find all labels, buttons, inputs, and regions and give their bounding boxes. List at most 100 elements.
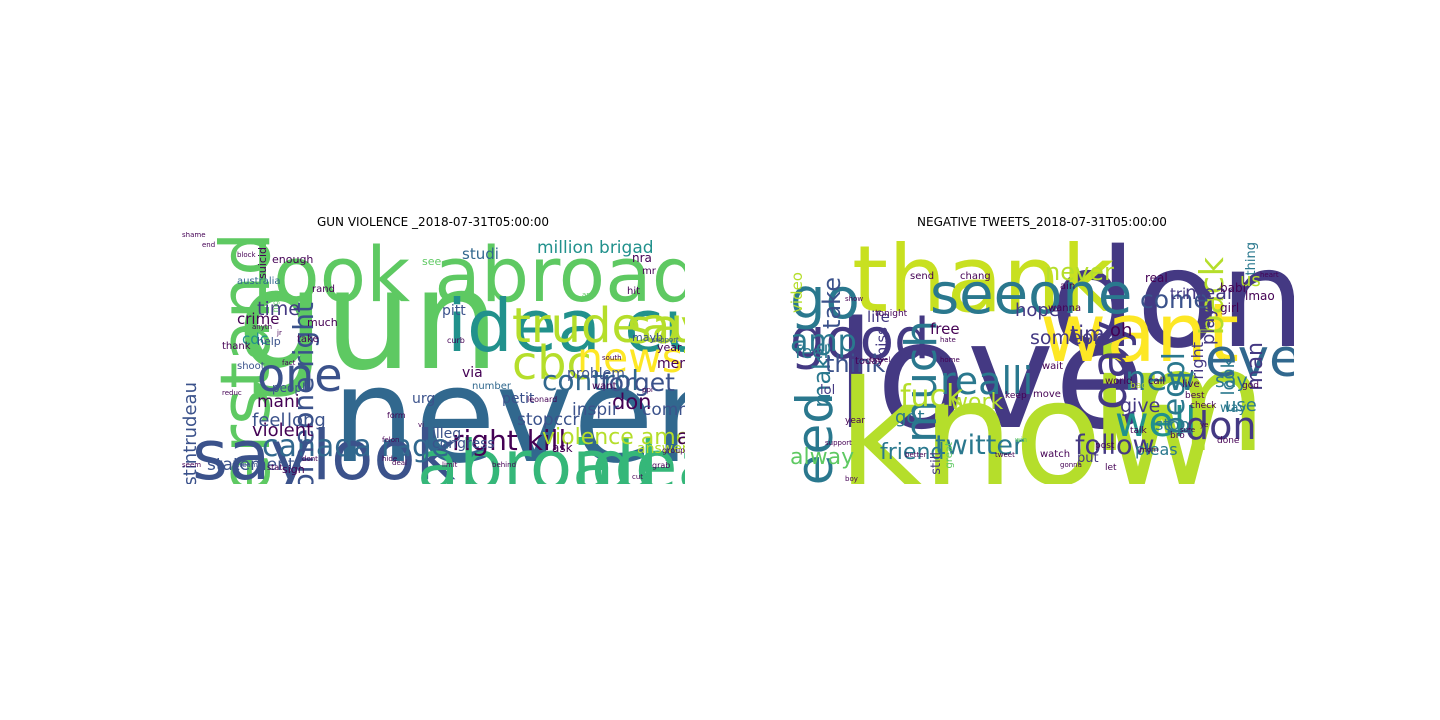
- cloud-word: help: [257, 335, 281, 348]
- panel-title-negative-tweets: NEGATIVE TWEETS_2018-07-31T05:00:00: [917, 215, 1167, 229]
- cloud-word: illeg: [432, 426, 462, 442]
- cloud-word: real: [1145, 271, 1168, 285]
- cloud-word: mr: [642, 266, 656, 277]
- cloud-word: seem: [182, 461, 202, 469]
- cloud-word: look: [312, 416, 456, 485]
- cloud-word: trudeau: [512, 298, 685, 354]
- cloud-word: say: [627, 300, 685, 355]
- cloud-word: use: [1225, 395, 1257, 416]
- cloud-word: thank: [852, 232, 1115, 333]
- cloud-word: video: [790, 272, 806, 313]
- cloud-word: send: [910, 271, 935, 282]
- cloud-word: dont: [302, 455, 318, 463]
- cloud-word: live: [1182, 379, 1200, 390]
- cloud-word: nigga: [271, 290, 280, 313]
- cloud-word: cbc: [512, 336, 592, 390]
- cloud-word: violence america: [542, 425, 685, 450]
- cloud-word: twitter: [935, 430, 1025, 461]
- cloud-word: crime: [237, 310, 280, 328]
- cloud-word: say: [1215, 370, 1248, 392]
- cloud-word: rand: [312, 284, 335, 295]
- cloud-word: wait: [1042, 361, 1064, 372]
- cloud-word: think: [825, 350, 886, 378]
- cloud-word: form: [387, 411, 406, 420]
- cloud-word: support: [652, 336, 679, 344]
- cloud-word: nra: [632, 251, 652, 265]
- cloud-word: someon: [1030, 327, 1106, 349]
- cloud-word: oh: [1110, 320, 1133, 341]
- cloud-word: answer: [637, 441, 685, 457]
- cloud-word: peopl: [272, 381, 306, 395]
- cloud-word: cut: [632, 473, 644, 481]
- cloud-word: felon: [382, 436, 400, 444]
- cloud-word: hide: [382, 455, 398, 463]
- cloud-word: bad: [1130, 381, 1147, 391]
- cloud-word: chang: [960, 271, 991, 282]
- cloud-word: new: [1125, 359, 1196, 399]
- cloud-word: morn: [1140, 446, 1159, 454]
- cloud-word: come: [1140, 285, 1209, 314]
- cloud-word: long: [287, 410, 326, 431]
- cloud-word: group: [662, 446, 685, 455]
- cloud-word: petit: [502, 391, 535, 407]
- cloud-word: congress: [432, 436, 495, 452]
- cloud-word: mayb: [632, 331, 663, 344]
- cloud-word: news: [577, 334, 684, 382]
- cloud-word: look abroad: [252, 232, 685, 319]
- cloud-word: see: [422, 255, 442, 268]
- cloud-word: fact: [282, 359, 296, 367]
- cloud-word: love: [835, 290, 1146, 462]
- cloud-word: gun: [237, 240, 500, 401]
- cloud-word: babi: [1220, 281, 1246, 295]
- cloud-word: curb: [447, 336, 465, 345]
- cloud-word: tweet: [995, 451, 1015, 459]
- cloud-word: stopccr: [517, 410, 580, 430]
- cloud-word: god: [1242, 381, 1259, 391]
- cloud-word: dont: [1050, 232, 1294, 379]
- cloud-word: want: [592, 381, 617, 392]
- cloud-word: great: [944, 442, 955, 469]
- cloud-word: million brigad: [537, 238, 654, 258]
- cloud-word: canada rage: [262, 429, 450, 464]
- cloud-word: today: [855, 356, 884, 367]
- cloud-word: show: [845, 295, 864, 303]
- cloud-word: watch: [1040, 449, 1071, 460]
- cloud-word: enough: [272, 253, 314, 266]
- cloud-word: seeone: [930, 262, 1133, 327]
- cloud-word: right kill: [452, 424, 567, 457]
- cloud-word: good: [790, 307, 930, 372]
- cloud-word: thank: [222, 341, 251, 352]
- cloud-word: time: [257, 298, 300, 320]
- cloud-word: take: [818, 277, 846, 329]
- cloud-word: call: [1148, 376, 1166, 387]
- cloud-word: idea curb: [447, 284, 685, 368]
- cloud-word: don: [612, 390, 652, 414]
- cloud-word: idea: [572, 426, 685, 485]
- cloud-word: limit: [442, 461, 458, 469]
- cloud-word: sign: [282, 463, 305, 476]
- cloud-word: realli: [940, 359, 1034, 403]
- cloud-word: never: [1045, 258, 1114, 286]
- cloud-word: boy: [845, 475, 858, 483]
- cloud-word: free: [930, 320, 960, 338]
- cloud-word: deal: [392, 459, 407, 467]
- cloud-word: cdc: [242, 330, 269, 348]
- cloud-word: tri: [1170, 285, 1187, 303]
- cloud-word: us: [1240, 270, 1261, 291]
- cloud-word: problem: [567, 366, 625, 382]
- cloud-word: got: [895, 407, 925, 428]
- cloud-word: year: [845, 416, 866, 426]
- cloud-word: talk: [1130, 426, 1147, 436]
- cloud-word: feel: [795, 342, 829, 363]
- cloud-word: look: [1218, 358, 1239, 396]
- cloud-word: tonight: [875, 309, 908, 319]
- cloud-word: commit: [642, 400, 685, 420]
- cloud-word: control: [542, 364, 640, 397]
- cloud-word: ppi: [642, 386, 653, 394]
- cloud-word: studi: [462, 245, 499, 263]
- cloud-word: keep: [1005, 391, 1027, 401]
- cloud-word: heart: [1260, 271, 1279, 279]
- cloud-word: say: [192, 416, 312, 485]
